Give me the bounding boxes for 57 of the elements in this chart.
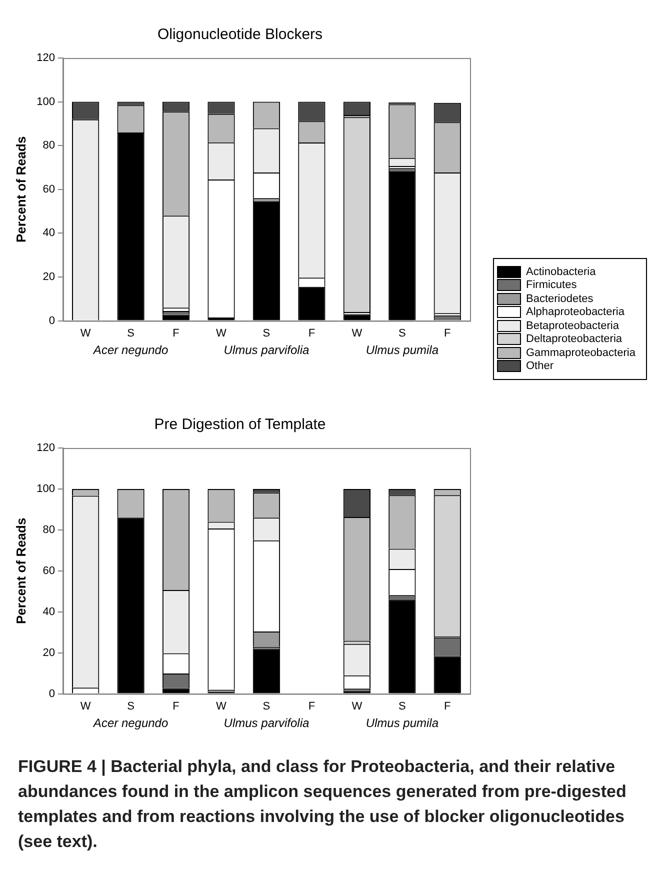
- legend-label: Actinobacteria: [526, 266, 596, 278]
- bar: [343, 314, 370, 320]
- y-tick-label: 120: [36, 52, 55, 64]
- x-tick-label: S: [262, 700, 270, 712]
- bar: [388, 171, 416, 320]
- bar: [388, 600, 416, 694]
- y-tick-label: 100: [36, 483, 55, 495]
- y-tick-label: 60: [42, 564, 55, 577]
- y-tick-label: 0: [48, 314, 55, 327]
- x-tick-label: F: [444, 327, 452, 340]
- legend-label: Betaproteobacteria: [526, 320, 619, 332]
- y-tick-label: 20: [42, 646, 55, 659]
- y-axis-title: Percent of Reads: [13, 136, 28, 242]
- y-tick-label: 80: [42, 140, 55, 152]
- y-tick-label: 120: [36, 442, 55, 454]
- caption: FIGURE 4 | Bacterial phyla, and class for Proteobacteria, and their relative abundances found in the amplicon sequences generated from pre-digested templates and from reactions involving the use of blocker oligonucleotides (see text).: [18, 756, 628, 853]
- text: Acer negundo: [92, 343, 168, 358]
- y-tick-label: 60: [42, 183, 55, 196]
- legend-label: Gammaproteobacteria: [526, 346, 636, 359]
- text: Acer negundo: [92, 716, 168, 730]
- x-tick-label: S: [262, 327, 270, 340]
- x-tick-label: F: [172, 700, 180, 712]
- bar: [252, 648, 280, 694]
- bar: [252, 201, 280, 320]
- x-tick-label: S: [398, 700, 406, 712]
- text: Ulmus parvifolia: [224, 343, 310, 358]
- legend-label: Deltaproteobacteria: [526, 333, 622, 346]
- text: Ulmus parvifolia: [224, 716, 310, 730]
- legend-label: Alphaproteobacteria: [526, 306, 624, 318]
- y-axis-title: Percent of Reads: [13, 518, 28, 624]
- text: Ulmus pumila: [366, 716, 439, 730]
- x-tick-label: W: [352, 700, 363, 712]
- x-tick-label: S: [127, 327, 134, 340]
- y-tick-label: 20: [42, 271, 55, 284]
- y-tick-label: 40: [42, 606, 55, 618]
- legend-label: Firmicutes: [526, 279, 577, 292]
- x-tick-label: S: [127, 700, 134, 712]
- chart-title: Oligonucleotide Blockers: [157, 26, 323, 44]
- legend-label: Other: [526, 360, 554, 372]
- y-tick-label: 100: [36, 96, 55, 108]
- bar: [162, 314, 190, 320]
- y-tick-label: 80: [42, 524, 55, 536]
- y-tick-label: 0: [48, 688, 55, 700]
- x-tick-label: W: [80, 327, 92, 340]
- x-tick-label: S: [398, 327, 406, 340]
- x-tick-label: W: [80, 700, 92, 712]
- legend-label: Bacteriodetes: [526, 292, 594, 305]
- x-tick-label: F: [172, 327, 180, 340]
- text: Ulmus pumila: [366, 343, 439, 358]
- x-tick-label: W: [216, 700, 228, 712]
- y-tick-label: 40: [42, 227, 55, 240]
- x-tick-label: F: [308, 700, 316, 712]
- x-tick-label: F: [308, 327, 316, 340]
- chart-title: Pre Digestion of Template: [154, 416, 326, 434]
- x-tick-label: F: [444, 700, 452, 712]
- x-tick-label: W: [216, 327, 228, 340]
- x-tick-label: W: [352, 327, 363, 340]
